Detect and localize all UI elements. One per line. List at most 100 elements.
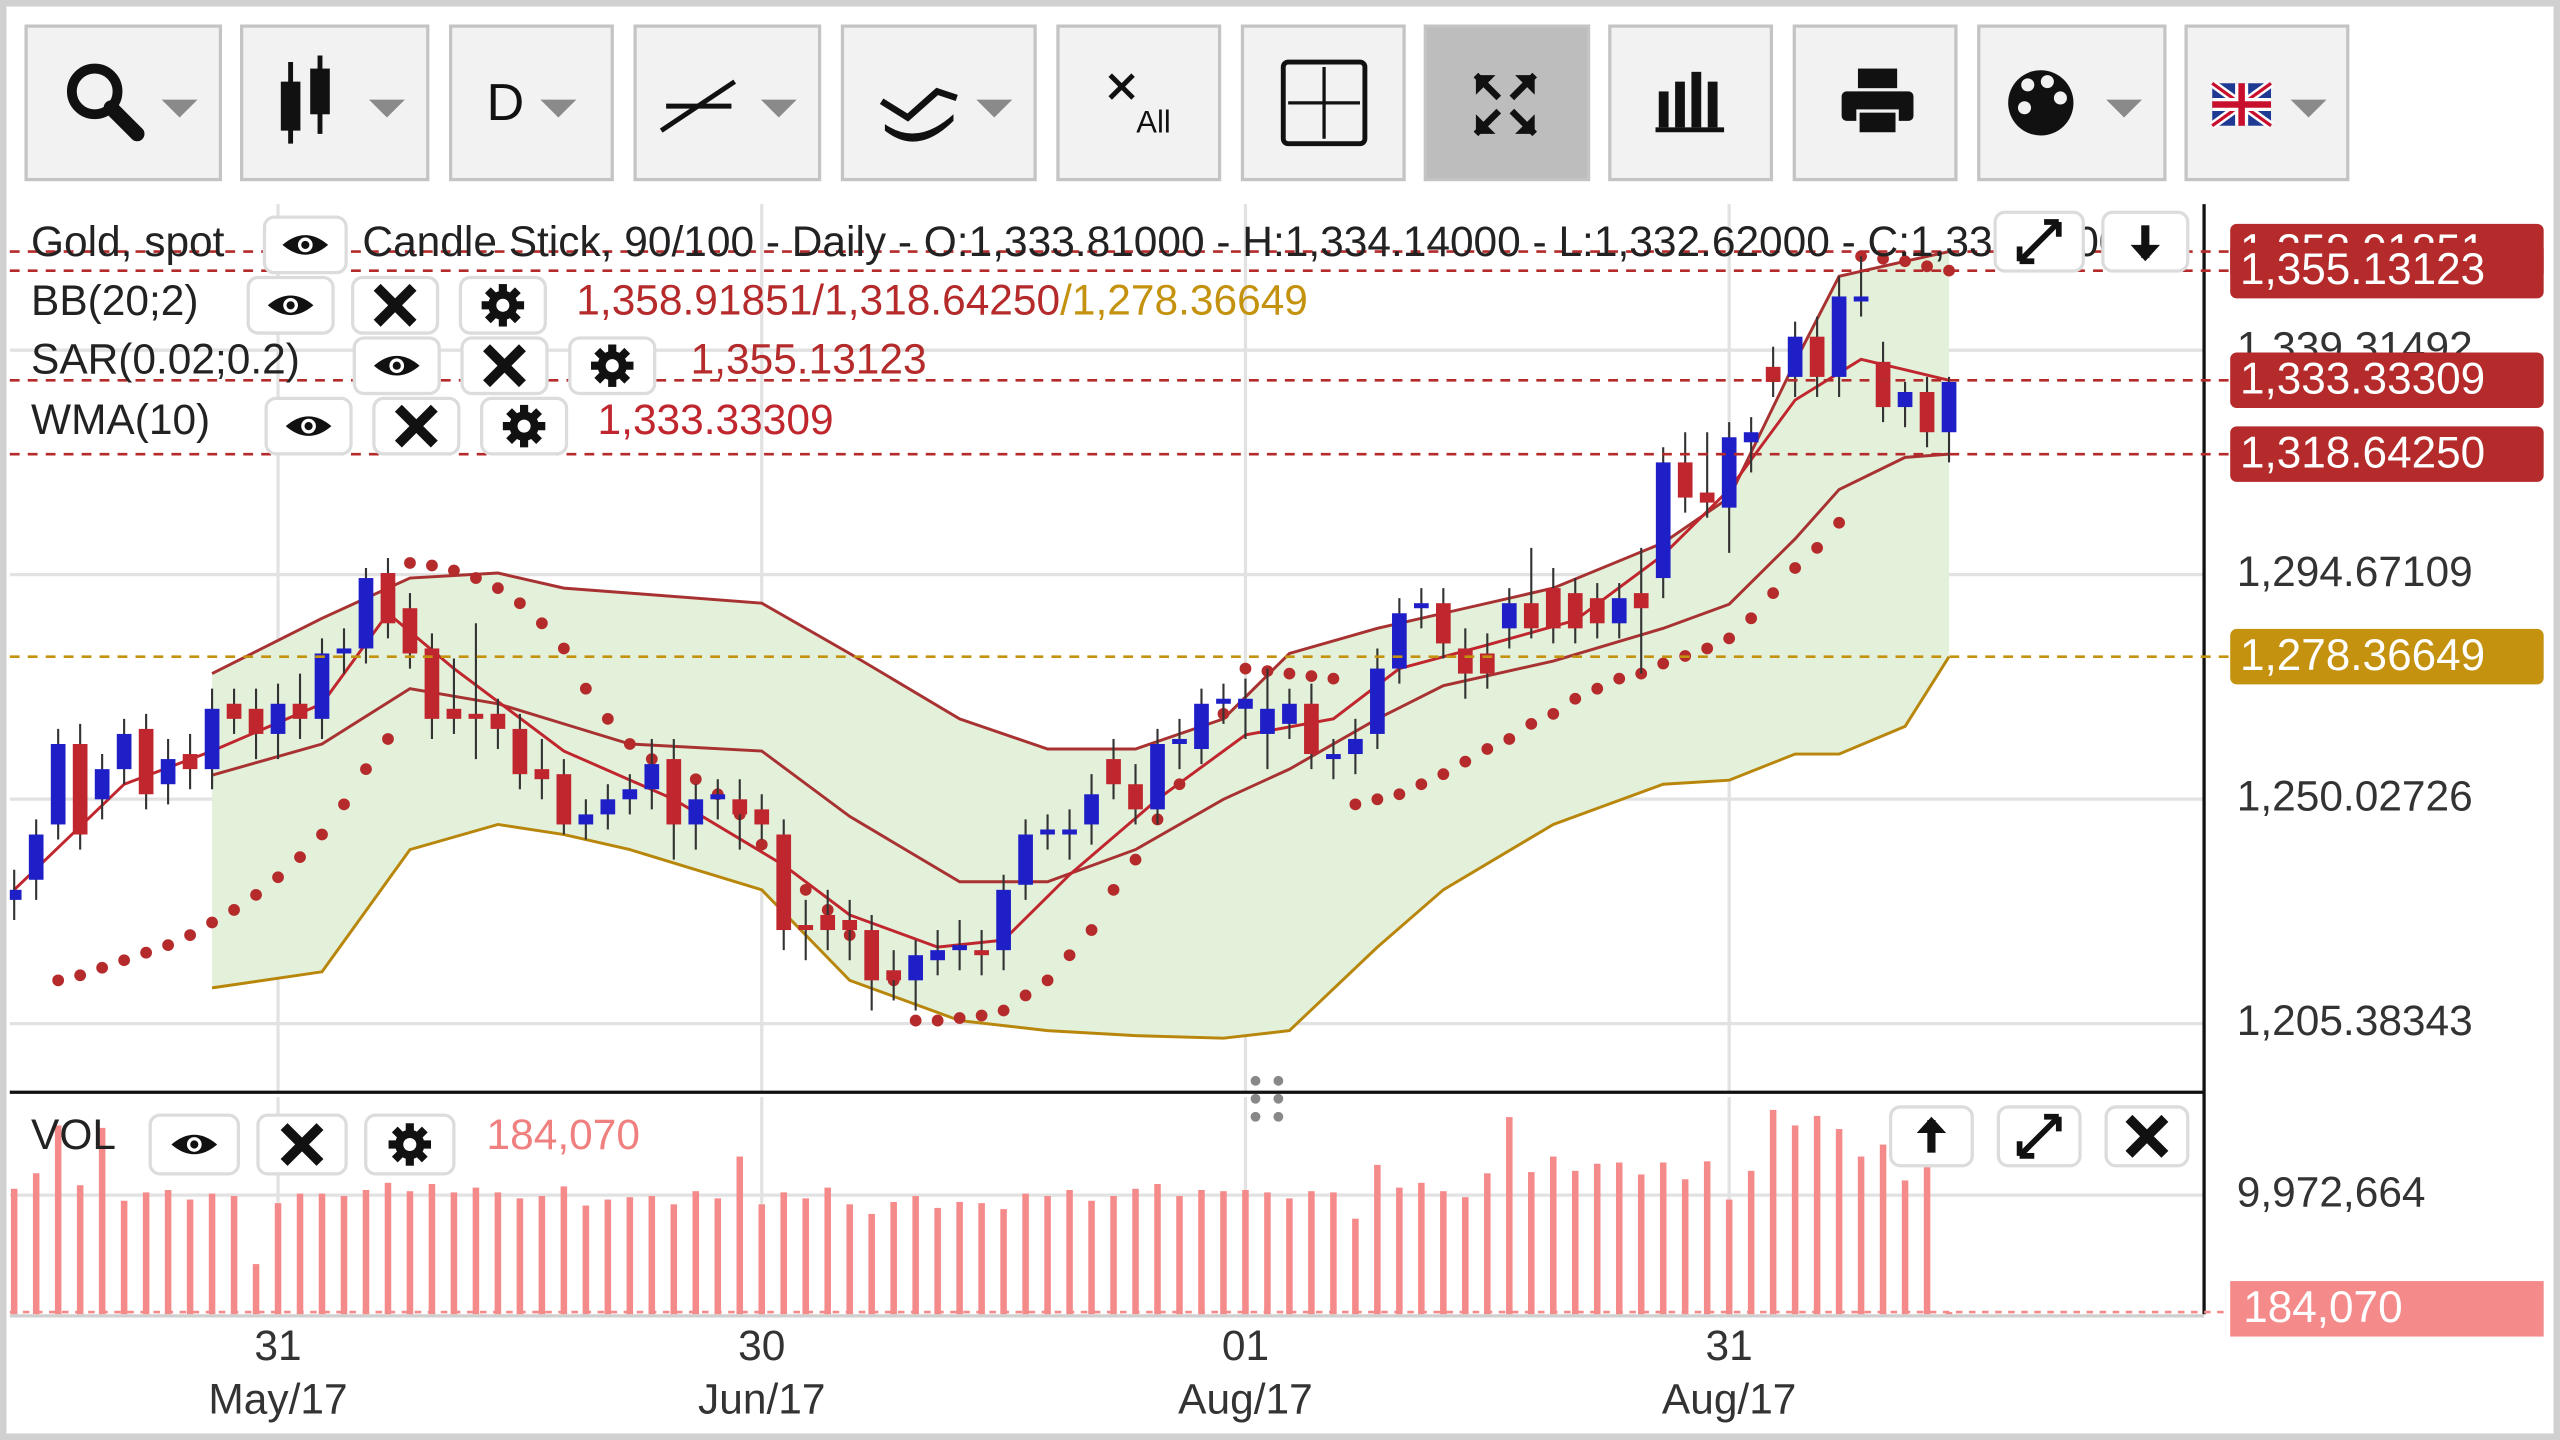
sar-dot [1107,883,1120,896]
period[interactable]: D [487,74,525,132]
sar-dot [1569,692,1582,705]
candle-body [468,713,484,719]
close-button[interactable] [460,336,549,396]
volume-bar [1352,1218,1359,1315]
volume-bar [582,1205,590,1315]
volume-bar [76,1185,84,1315]
gear-button[interactable] [480,396,569,456]
toolbar-button[interactable] [240,24,430,182]
candle-body [358,578,374,649]
volume-bar [318,1193,326,1315]
indicator-value: 1,358.91851 [576,277,812,324]
close-button[interactable] [2104,1105,2190,1168]
indicator-value: 1,318.64250 [824,277,1060,324]
volume-bar [472,1187,480,1315]
gear-button[interactable] [568,336,657,396]
volume-bar [824,1187,831,1315]
candle-body [446,708,462,719]
icon [2016,219,2062,265]
caret [2290,99,2327,118]
toolbar-button[interactable]: All [1056,24,1222,182]
volume-bar [1198,1189,1205,1315]
toolbar-button[interactable] [1423,24,1591,182]
candle-body [1721,437,1737,508]
expand-button[interactable] [1996,1105,2082,1168]
close-button[interactable] [256,1113,348,1176]
volume-bar [714,1198,722,1315]
volume-bar [934,1207,941,1315]
volume-bar [362,1189,370,1315]
candle-body [1743,432,1759,443]
toolbar-button[interactable] [1792,24,1958,182]
candle-body [1523,603,1539,629]
toolbar-button[interactable] [2184,24,2350,182]
eye-button[interactable] [262,215,348,275]
icon [2053,91,2067,105]
candle-body [556,774,572,825]
sar-dot [1459,755,1472,768]
sar-dot [1723,632,1736,645]
description: Candle Stick, 90/100 - Daily - O:1,333.8… [362,218,2146,265]
sar-dot [250,888,262,901]
toolbar-button[interactable]: D [448,24,614,182]
candle-body [204,708,220,770]
candle-body [1567,593,1583,629]
volume-bar [1176,1195,1183,1315]
toolbar-button[interactable] [633,24,822,182]
volume-bar [1308,1191,1315,1315]
icon [280,1123,324,1166]
close-button[interactable] [351,275,440,335]
toolbar-button[interactable] [1977,24,2167,182]
volume-bar [186,1199,194,1315]
icon [483,344,526,388]
bb-middle [211,452,1950,884]
volume-bar [1857,1156,1865,1315]
close-button[interactable] [372,396,461,456]
drag-handle [1273,1075,1284,1086]
volume-bar [846,1204,853,1315]
eye-button[interactable] [246,275,335,335]
expand-button[interactable] [1993,210,2085,273]
candle-body [1414,603,1429,609]
clear-all[interactable]: All [1136,104,1170,139]
eye-button[interactable] [148,1113,240,1176]
volume-bar [956,1201,963,1315]
volume-bar [98,1127,106,1315]
sar-dot [1613,672,1626,685]
candle-body [820,914,836,931]
caret [368,99,405,118]
candle-body [996,889,1011,951]
price-panel [9,204,2205,1091]
candle-body [688,799,704,825]
volume-bar [802,1198,809,1315]
sar-dot [1371,793,1384,806]
candle-body [1809,336,1825,377]
eye-button[interactable] [352,336,441,396]
volume-bar [120,1200,128,1315]
toolbar-button[interactable] [1608,24,1774,182]
wma-line [13,357,1950,949]
sar-dot [162,939,174,952]
icon [1691,71,1702,128]
toolbar-button[interactable] [24,24,223,182]
volume-bar [252,1264,260,1315]
sar-dot [184,929,196,941]
gear-button[interactable] [458,275,547,335]
sar-dot [52,974,65,987]
toolbar-button[interactable] [840,24,1037,182]
down-button[interactable] [2101,210,2190,273]
up-button[interactable] [1888,1105,1974,1168]
indicator-value: 1,278.36649 [1072,277,1308,324]
toolbar-button[interactable] [1240,24,1406,182]
x-tick-label: 30 [738,1322,785,1369]
button-face [1056,24,1222,182]
eye-button[interactable] [264,396,353,456]
volume-bar [1220,1191,1227,1315]
indicator-values: 1,358.91851/1,318.64250/1,278.36649 [576,277,1308,324]
gear-button[interactable] [364,1113,456,1176]
price-box [2230,426,2544,482]
sar-dot [1283,667,1296,680]
volume-bar [978,1203,985,1315]
